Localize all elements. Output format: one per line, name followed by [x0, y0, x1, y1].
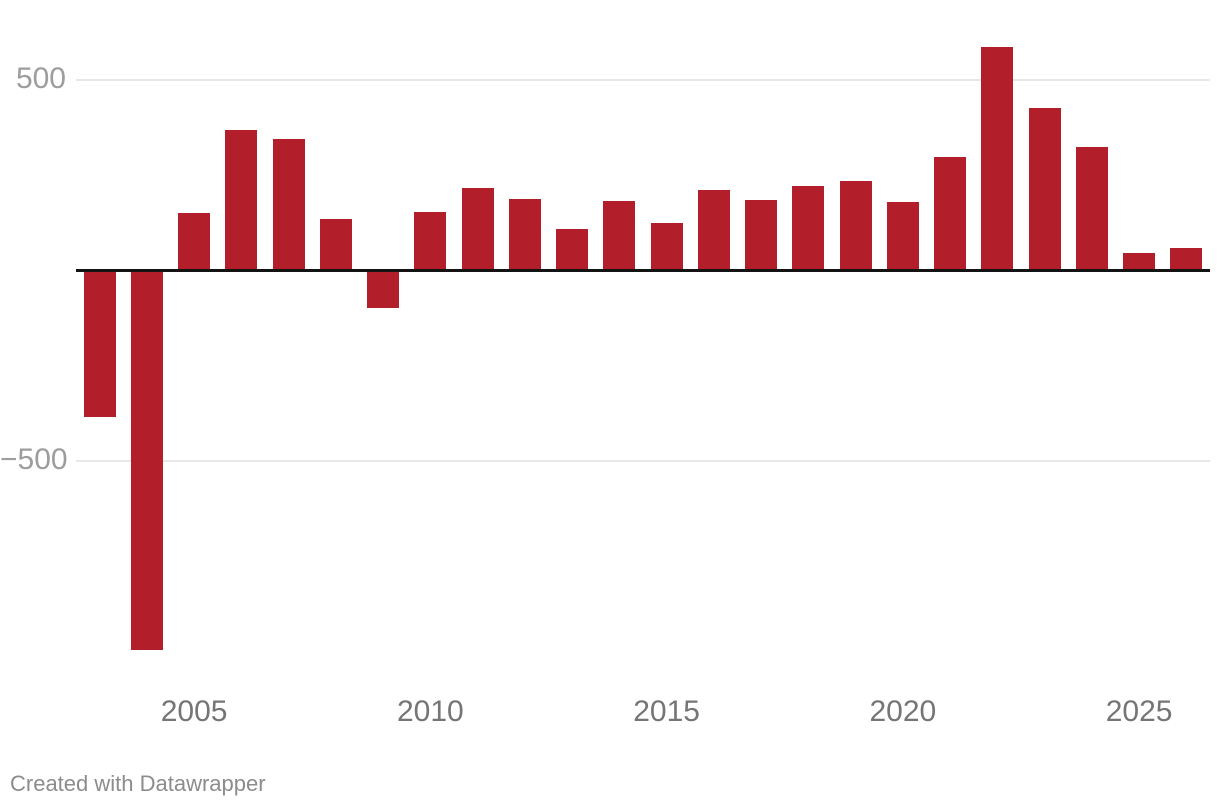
- bar-2025: [1123, 252, 1156, 270]
- bar-2024: [1075, 147, 1108, 270]
- x-axis-tick-label: 2025: [1105, 695, 1173, 728]
- bar-2006: [225, 129, 258, 270]
- x-axis-tick-label: 2010: [397, 695, 464, 728]
- bar-2012: [508, 199, 541, 270]
- bar-2008: [319, 218, 352, 270]
- bar-2017: [745, 200, 778, 270]
- bar-2015: [650, 223, 683, 270]
- bar-2016: [697, 189, 730, 270]
- bar-2013: [556, 229, 589, 270]
- bar-2005: [178, 212, 211, 270]
- gridline-500: [76, 79, 1210, 81]
- bar-2010: [414, 212, 447, 270]
- bar-2022: [981, 46, 1014, 270]
- bar-2009: [367, 272, 400, 308]
- bar-2003: [83, 272, 116, 417]
- datawrapper-attribution-link[interactable]: Created with Datawrapper: [10, 771, 266, 796]
- x-axis-tick-label: 2005: [160, 695, 228, 728]
- bar-2018: [792, 186, 825, 270]
- bar-2014: [603, 200, 636, 270]
- bar-2007: [272, 138, 305, 270]
- zero-baseline: [76, 269, 1210, 272]
- bar-2020: [886, 202, 919, 270]
- bar-2004: [130, 272, 163, 651]
- bar-2021: [934, 157, 967, 270]
- y-axis-tick-label: 500: [15, 62, 66, 95]
- bar-2023: [1028, 107, 1061, 270]
- gridline-−500: [76, 460, 1210, 462]
- x-axis-tick-label: 2020: [869, 695, 937, 728]
- y-axis-tick-label: −500: [0, 443, 68, 476]
- x-axis-tick-label: 2015: [633, 695, 700, 728]
- bar-2019: [839, 181, 872, 270]
- bar-2026: [1170, 247, 1203, 270]
- bar-2011: [461, 187, 494, 270]
